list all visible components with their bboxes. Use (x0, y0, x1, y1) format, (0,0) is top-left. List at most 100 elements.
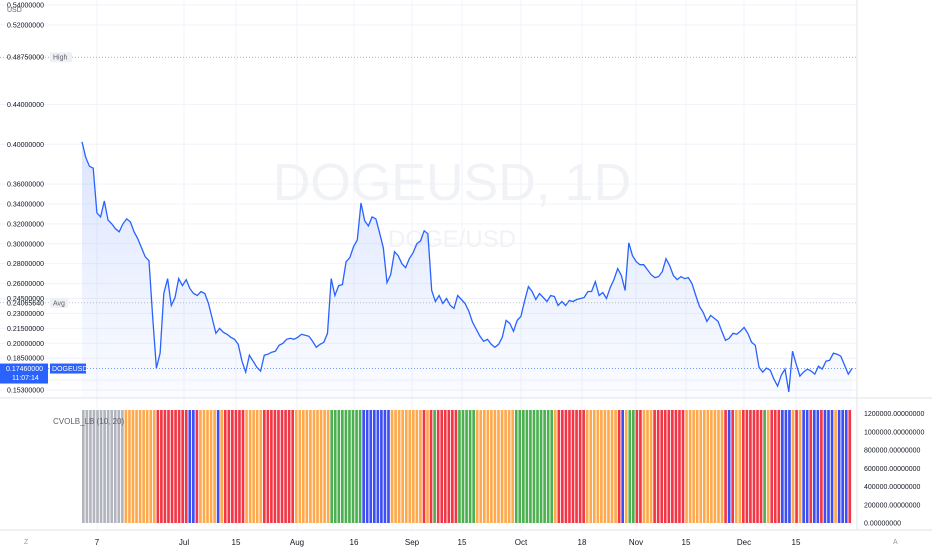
vol-bar-4 (96, 410, 99, 523)
vol-bar-67 (319, 410, 323, 523)
vol-bar-101 (440, 410, 444, 523)
vol-bar-75 (348, 410, 351, 523)
vol-bar-45 (241, 410, 245, 523)
vol-bar-166 (671, 410, 674, 523)
time-tick-7: Oct (515, 538, 528, 547)
vol-bar-182 (727, 410, 731, 523)
vol-bar-128 (536, 410, 539, 523)
vol-bar-96 (422, 410, 426, 523)
time-tick-4: 16 (350, 538, 359, 547)
vol-bar-194 (770, 410, 774, 523)
vol-bar-24 (167, 410, 170, 523)
vol-bar-72 (337, 410, 341, 523)
vol-bar-210 (827, 410, 830, 523)
vol-bar-32 (195, 410, 199, 523)
vol-bar-36 (209, 410, 213, 523)
vol-bar-156 (635, 410, 639, 523)
vol-bar-93 (412, 410, 415, 523)
time-tick-8: 18 (578, 538, 587, 547)
vol-bar-47 (248, 410, 252, 523)
vol-bar-140 (578, 410, 582, 523)
indicator-tick-2: 800000.00000000 (864, 448, 921, 455)
vol-bar-61 (298, 410, 302, 523)
vol-bar-53 (270, 410, 273, 523)
vol-bar-87 (390, 410, 394, 523)
price-tick-2: 0.44000000 (7, 102, 44, 109)
vol-bar-117 (497, 410, 500, 523)
auto-scale-button[interactable]: A (893, 539, 898, 546)
price-tick-6: 0.32000000 (7, 221, 44, 228)
vol-bar-19 (149, 410, 153, 523)
price-tick-5: 0.34000000 (7, 201, 44, 208)
vol-bar-103 (447, 410, 451, 523)
vol-bar-163 (660, 410, 664, 523)
vol-bar-126 (529, 410, 532, 523)
vol-bar-62 (302, 410, 305, 523)
vol-bar-11 (121, 410, 124, 523)
vol-bar-148 (607, 410, 610, 523)
last-price-tag: 0.17460000 11:07:14 DOGEUSD (0, 363, 87, 384)
vol-bar-134 (557, 410, 561, 523)
vol-bar-50 (259, 410, 263, 523)
price-tick-9: 0.26000000 (7, 281, 44, 288)
vol-bar-57 (284, 410, 287, 523)
vol-bar-35 (206, 410, 209, 523)
vol-bar-116 (493, 410, 497, 523)
vol-bar-111 (475, 410, 479, 523)
vol-bar-85 (383, 410, 387, 523)
time-tick-1: Jul (179, 538, 189, 547)
last-price-label: DOGEUSD (52, 366, 87, 373)
vol-bar-18 (145, 410, 149, 523)
vol-bar-108 (465, 410, 468, 523)
vol-bar-79 (362, 410, 365, 523)
vol-bar-181 (724, 410, 727, 523)
vol-bar-46 (245, 410, 248, 523)
indicator-axis[interactable]: 1200000.00000000 1000000.00000000 800000.0… (864, 411, 924, 527)
time-tick-0: 7 (95, 538, 100, 547)
high-value: 0.48750000 (7, 55, 44, 62)
vol-bar-161 (653, 410, 656, 523)
vol-bar-0 (82, 410, 85, 523)
vol-bar-55 (277, 410, 280, 523)
vol-bar-26 (174, 410, 177, 523)
vol-bar-175 (702, 410, 706, 523)
zoom-button[interactable]: Z (24, 539, 29, 546)
vol-bar-73 (341, 410, 344, 523)
price-tick-1: 0.52000000 (7, 22, 44, 29)
vol-bar-137 (568, 410, 571, 523)
vol-bar-190 (756, 410, 759, 523)
vol-bar-122 (514, 410, 518, 523)
vol-bar-21 (156, 410, 160, 523)
vol-bar-145 (596, 410, 600, 523)
vol-bar-54 (273, 410, 277, 523)
vol-bar-157 (639, 410, 642, 523)
vol-bar-44 (238, 410, 241, 523)
vol-bar-3 (92, 410, 96, 523)
indicator-tick-5: 200000.00000000 (864, 502, 921, 509)
vol-bar-123 (518, 410, 522, 523)
price-tick-4: 0.36000000 (7, 182, 44, 189)
vol-bar-178 (713, 410, 717, 523)
vol-bar-196 (777, 410, 781, 523)
vol-bar-160 (649, 410, 653, 523)
vol-bar-201 (795, 410, 798, 523)
watermark-pair: DOGE/USD (388, 226, 516, 253)
vol-bar-20 (152, 410, 156, 523)
vol-bar-77 (355, 410, 358, 523)
vol-bar-173 (695, 410, 699, 523)
vol-bar-149 (610, 410, 614, 523)
time-tick-6: 15 (458, 538, 467, 547)
vol-bar-187 (745, 410, 749, 523)
time-axis[interactable]: 7 Jul 15 Aug 16 Sep 15 Oct 18 Nov 15 Dec 15 (95, 538, 801, 547)
vol-bar-183 (731, 410, 734, 523)
vol-bar-68 (323, 410, 326, 523)
vol-bar-95 (419, 410, 422, 523)
vol-bar-176 (706, 410, 710, 523)
vol-bar-22 (160, 410, 163, 523)
vol-bar-71 (333, 410, 337, 523)
vol-bar-82 (372, 410, 376, 523)
vol-bar-169 (681, 410, 685, 523)
vol-bar-121 (511, 410, 514, 523)
vol-bar-154 (628, 410, 632, 523)
vol-bar-193 (766, 410, 770, 523)
